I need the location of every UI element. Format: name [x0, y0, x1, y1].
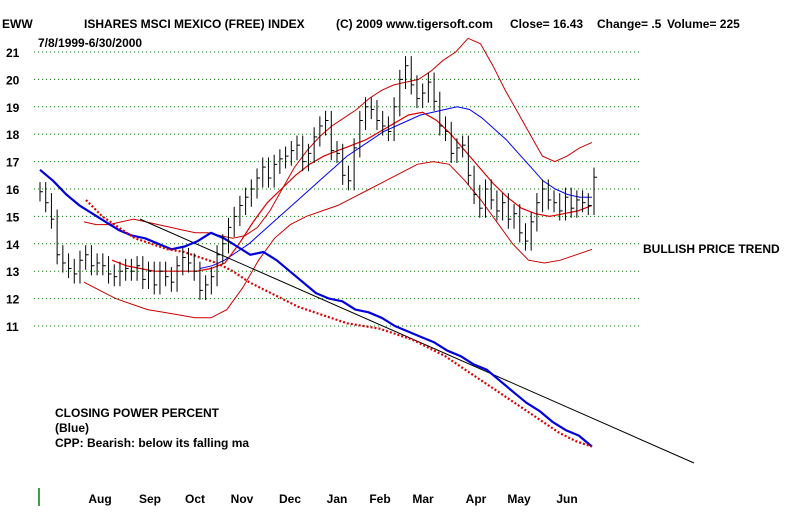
x-tick-label: May [507, 492, 531, 506]
x-tick-label: Apr [466, 492, 487, 506]
date-range: 7/8/1999-6/30/2000 [38, 36, 142, 50]
volume-value: Volume= 225 [667, 17, 740, 31]
close-value: Close= 16.43 [510, 17, 583, 31]
y-tick-label: 12 [6, 293, 20, 307]
y-tick-label: 20 [6, 73, 20, 87]
y-tick-label: 15 [6, 210, 20, 224]
bollinger-bands [83, 37, 593, 319]
trend-label: BULLISH PRICE TREND [643, 242, 780, 256]
grid-lines [34, 51, 640, 327]
cpp-line [39, 168, 593, 448]
x-tick-label: Feb [369, 492, 390, 506]
chart-title: ISHARES MSCI MEXICO (FREE) INDEX [84, 17, 305, 31]
y-tick-label: 14 [6, 238, 20, 252]
price-ma-red [111, 111, 593, 272]
chart-series [39, 106, 695, 464]
x-tick-label: Dec [279, 492, 301, 506]
y-tick-label: 16 [6, 183, 20, 197]
upper-band [83, 37, 593, 239]
y-axis-ticks: 11 12 13 14 15 16 17 18 19 20 21 [6, 46, 20, 334]
x-tick-label: Jun [556, 492, 577, 506]
price-ma-blue [199, 106, 592, 269]
lower-band [83, 161, 593, 319]
cpp-bearish-note: CPP: Bearish: below its falling ma [55, 436, 249, 450]
x-tick-label: Aug [88, 492, 111, 506]
change-value: Change= .5 [597, 17, 662, 31]
copyright: (C) 2009 www.tigersoft.com [336, 17, 493, 31]
y-tick-label: 21 [6, 46, 20, 60]
cpp-title: CLOSING POWER PERCENT [55, 406, 220, 420]
price-bars [39, 56, 597, 300]
x-tick-label: Jan [327, 492, 348, 506]
y-tick-label: 11 [6, 320, 19, 334]
x-tick-label: Oct [185, 492, 205, 506]
y-tick-label: 17 [6, 156, 20, 170]
y-tick-label: 19 [6, 101, 20, 115]
y-tick-label: 13 [6, 265, 20, 279]
x-tick-label: Mar [412, 492, 434, 506]
x-axis-ticks: Aug Sep Oct Nov Dec Jan Feb Mar Apr May Jun [88, 492, 577, 506]
x-tick-label: Sep [139, 492, 161, 506]
symbol: EWW [2, 17, 33, 31]
y-tick-label: 18 [6, 128, 20, 142]
cpp-color-note: (Blue) [55, 421, 89, 435]
x-tick-label: Nov [231, 492, 254, 506]
